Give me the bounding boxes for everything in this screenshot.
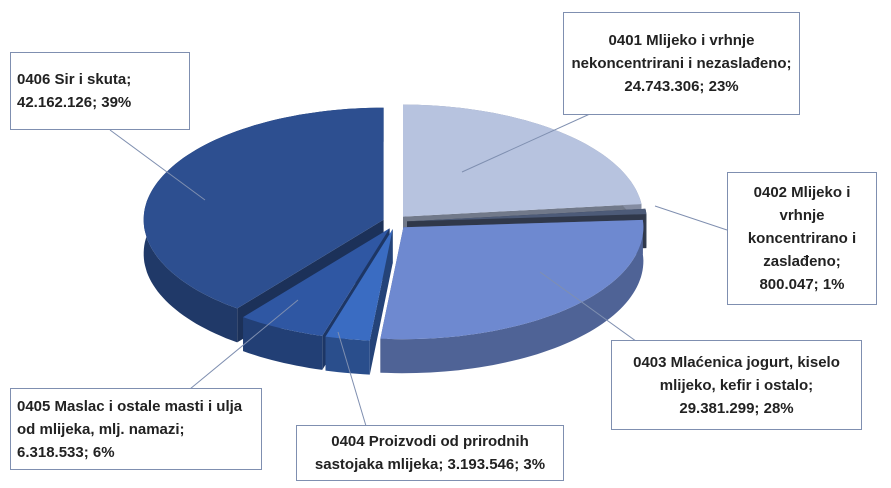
slice-top: [403, 104, 642, 217]
slice-wall: [380, 219, 644, 374]
category-label: 0406 Sir i skuta;: [17, 71, 132, 88]
category-label: 0402 Mlijeko i vrhnje koncentrirano i za…: [747, 184, 857, 270]
slice-top: [325, 229, 393, 341]
slice: [380, 219, 644, 374]
value-label: 24.743.306; 23%: [624, 78, 739, 95]
data-label: 0401 Mlijeko i vrhnje nekoncentrirani i …: [563, 12, 800, 115]
callout-line: [461, 112, 593, 173]
label-text: 0405 Maslac i ostale masti i ulja od mli…: [17, 395, 255, 464]
value-label: 800.047; 1%: [759, 276, 845, 293]
label-text: 0401 Mlijeko i vrhnje nekoncentrirani i …: [570, 29, 793, 98]
callout-line: [654, 205, 728, 231]
value-label: 6.318.533; 6%: [17, 443, 115, 461]
callout-line: [337, 331, 367, 427]
value-label: 3.193.546; 3%: [447, 456, 546, 473]
label-text: 0404 Proizvodi od prirodnih sastojaka ml…: [303, 430, 557, 476]
label-text: 0406 Sir i skuta; 42.162.126; 39%: [17, 68, 183, 114]
category-label: 0405 Maslac i ostale masti i ulja od mli…: [17, 397, 243, 438]
slice: [325, 229, 393, 375]
category-label: 0403 Mlaćenica jogurt, kiselo mlijeko, k…: [633, 353, 840, 394]
slice-top: [407, 208, 647, 222]
data-label: 0405 Maslac i ostale masti i ulja od mli…: [10, 388, 262, 470]
value-label: 42.162.126; 39%: [17, 94, 132, 111]
value-label: 29.381.299; 28%: [679, 399, 794, 417]
label-text: 0403 Mlaćenica jogurt, kiselo mlijeko, k…: [618, 351, 855, 420]
slice-top: [143, 107, 384, 309]
slice-top: [380, 219, 644, 340]
data-label: 0406 Sir i skuta; 42.162.126; 39%: [10, 52, 190, 130]
slice-wall: [243, 317, 323, 370]
slice-wall: [645, 208, 647, 249]
label-text: 0402 Mlijeko i vrhnje koncentrirano i za…: [734, 181, 870, 296]
callout-line: [189, 299, 299, 390]
data-label: 0404 Proizvodi od prirodnih sastojaka ml…: [296, 425, 564, 481]
callout-line: [539, 271, 641, 345]
category-label: 0401 Mlijeko i vrhnje nekoncentrirani i …: [571, 32, 792, 72]
callout-lines: [109, 112, 728, 427]
slice-top: [243, 228, 390, 336]
slice-wall: [325, 336, 370, 375]
callout-line: [109, 129, 206, 201]
data-label: 0403 Mlaćenica jogurt, kiselo mlijeko, k…: [611, 340, 862, 430]
category-label: 0404 Proizvodi od prirodnih sastojaka ml…: [314, 433, 529, 473]
data-label: 0402 Mlijeko i vrhnje koncentrirano i za…: [727, 172, 877, 305]
